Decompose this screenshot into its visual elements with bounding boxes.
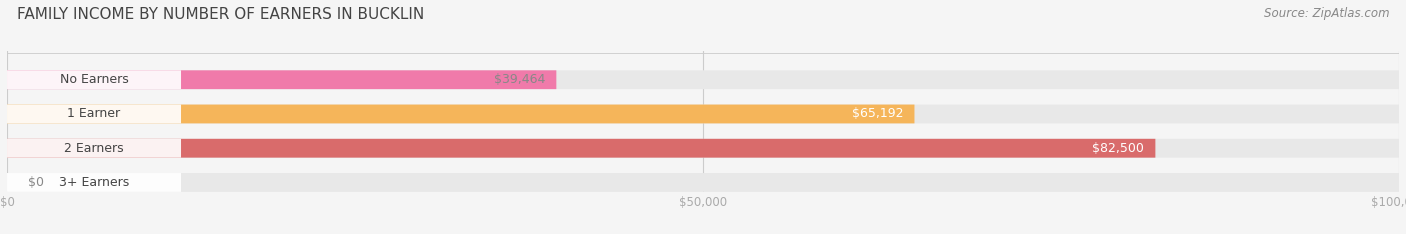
FancyBboxPatch shape [7,70,557,89]
Text: $65,192: $65,192 [852,107,903,121]
FancyBboxPatch shape [7,105,914,123]
Text: FAMILY INCOME BY NUMBER OF EARNERS IN BUCKLIN: FAMILY INCOME BY NUMBER OF EARNERS IN BU… [17,7,425,22]
Text: 2 Earners: 2 Earners [65,142,124,155]
Text: $82,500: $82,500 [1092,142,1144,155]
Text: $39,464: $39,464 [494,73,546,86]
FancyBboxPatch shape [7,70,181,89]
Text: 3+ Earners: 3+ Earners [59,176,129,189]
Text: 1 Earner: 1 Earner [67,107,121,121]
FancyBboxPatch shape [7,70,1399,89]
FancyBboxPatch shape [7,139,1156,158]
Text: Source: ZipAtlas.com: Source: ZipAtlas.com [1264,7,1389,20]
FancyBboxPatch shape [7,173,181,192]
FancyBboxPatch shape [7,173,1399,192]
FancyBboxPatch shape [7,139,181,158]
FancyBboxPatch shape [7,105,181,123]
FancyBboxPatch shape [7,105,1399,123]
Text: $0: $0 [28,176,44,189]
FancyBboxPatch shape [7,139,1399,158]
Text: No Earners: No Earners [59,73,128,86]
